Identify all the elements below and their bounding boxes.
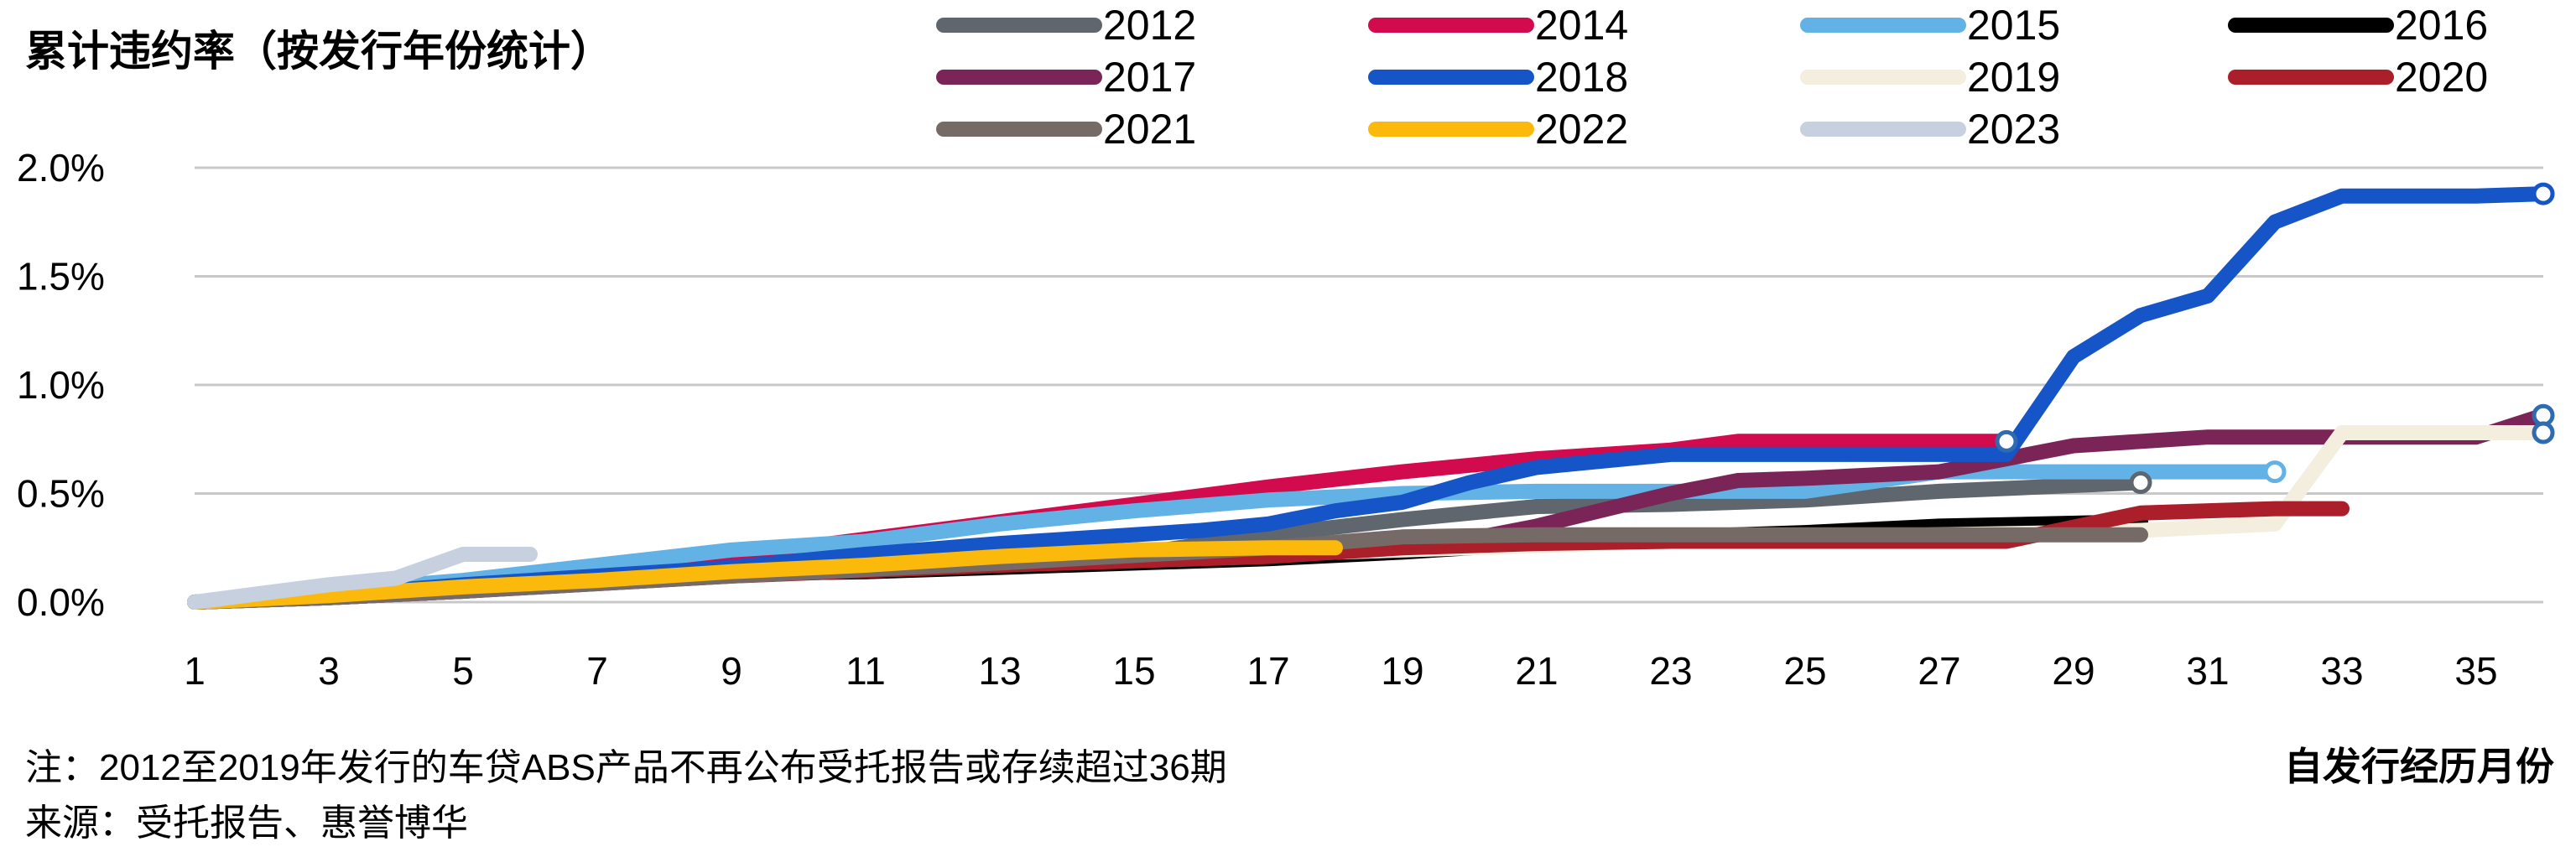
endpoint-marker-2012 bbox=[2129, 471, 2152, 495]
x-axis-label: 自发行经历月份 bbox=[2284, 745, 2554, 788]
x-tick-label: 11 bbox=[846, 649, 886, 693]
legend-label-2020: 2020 bbox=[2395, 54, 2488, 101]
endpoint-marker-2018 bbox=[1995, 429, 2018, 453]
x-tick-label: 5 bbox=[452, 649, 474, 693]
y-tick-label: 2.0% bbox=[17, 146, 105, 190]
x-tick-label: 31 bbox=[2186, 649, 2229, 693]
legend-label-2012: 2012 bbox=[1103, 2, 1196, 49]
y-axis: 0.0% 0.5% 1.0% 1.5% 2.0% bbox=[17, 146, 105, 624]
x-tick-label: 27 bbox=[1918, 649, 1960, 693]
legend-label-2016: 2016 bbox=[2395, 2, 2488, 49]
legend: 2012 2014 2015 2016 2017 2018 2019 2020 2021 2022… bbox=[936, 2, 2488, 153]
x-tick-label: 17 bbox=[1246, 649, 1289, 693]
y-tick-label: 1.5% bbox=[17, 255, 105, 299]
endpoint-markers bbox=[1995, 182, 2555, 495]
x-axis: 1 3 5 7 9 11 13 15 17 19 21 23 25 27 29 31 33 35 bbox=[184, 649, 2497, 693]
x-tick-label: 29 bbox=[2052, 649, 2095, 693]
series-line-2022 bbox=[187, 540, 1343, 610]
legend-label-2018: 2018 bbox=[1535, 54, 1628, 101]
x-tick-label: 35 bbox=[2454, 649, 2497, 693]
legend-label-2021: 2021 bbox=[1103, 106, 1196, 153]
chart-title: 累计违约率（按发行年份统计） bbox=[25, 28, 612, 75]
legend-label-2022: 2022 bbox=[1535, 106, 1628, 153]
x-tick-label: 3 bbox=[318, 649, 340, 693]
x-tick-label: 23 bbox=[1649, 649, 1692, 693]
y-tick-label: 1.0% bbox=[17, 363, 105, 407]
series-line-2018 bbox=[187, 186, 2551, 610]
x-tick-label: 1 bbox=[184, 649, 206, 693]
x-tick-label: 13 bbox=[978, 649, 1021, 693]
endpoint-marker-2015 bbox=[2263, 460, 2287, 484]
legend-label-2019: 2019 bbox=[1967, 54, 2060, 101]
legend-label-2017: 2017 bbox=[1103, 54, 1196, 101]
x-tick-label: 21 bbox=[1515, 649, 1558, 693]
y-tick-label: 0.5% bbox=[17, 472, 105, 516]
y-tick-label: 0.0% bbox=[17, 580, 105, 624]
legend-label-2015: 2015 bbox=[1967, 2, 2060, 49]
series-line-2023 bbox=[187, 547, 538, 610]
x-tick-label: 33 bbox=[2320, 649, 2363, 693]
grid-lines bbox=[195, 166, 2543, 604]
footnote-source: 来源：受托报告、惠誉博华 bbox=[25, 803, 468, 844]
series-lines bbox=[187, 186, 2551, 610]
endpoint-marker-2018 bbox=[2532, 182, 2555, 205]
legend-label-2023: 2023 bbox=[1967, 106, 2060, 153]
x-tick-label: 9 bbox=[721, 649, 742, 693]
x-tick-label: 15 bbox=[1112, 649, 1155, 693]
x-tick-label: 7 bbox=[586, 649, 608, 693]
footnote-note: 注：2012至2019年发行的车贷ABS产品不再公布受托报告或存续超过36期 bbox=[25, 747, 1227, 788]
legend-label-2014: 2014 bbox=[1535, 2, 1628, 49]
x-tick-label: 25 bbox=[1783, 649, 1826, 693]
x-tick-label: 19 bbox=[1381, 649, 1423, 693]
endpoint-marker-2019 bbox=[2532, 421, 2555, 444]
